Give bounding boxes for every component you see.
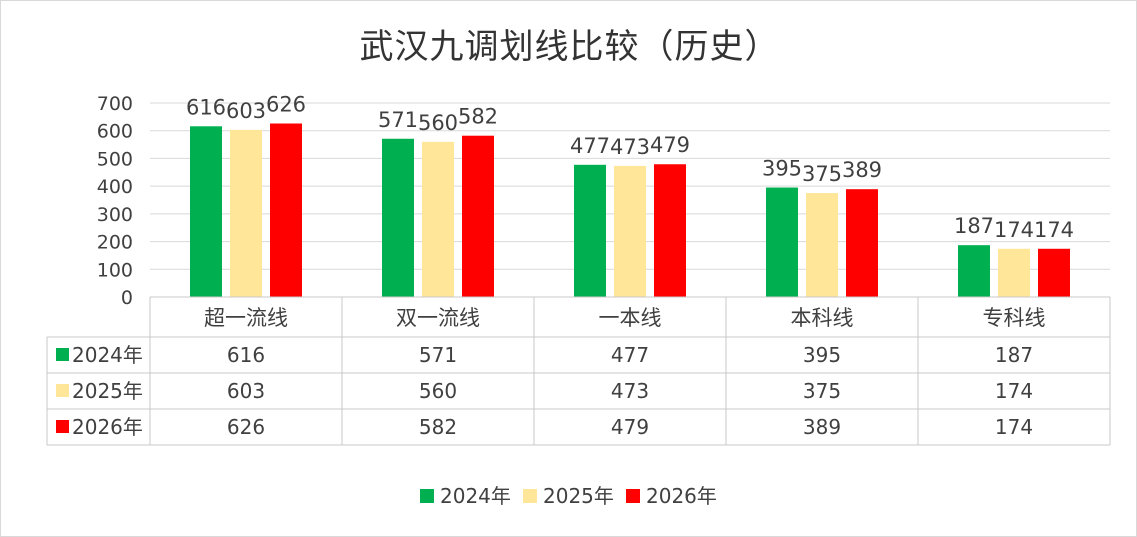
table-cell: 479 bbox=[611, 415, 649, 439]
y-tick-label: 200 bbox=[97, 232, 133, 254]
chart-title: 武汉九调划线比较（历史） bbox=[359, 27, 780, 67]
category-label: 超一流线 bbox=[204, 306, 288, 330]
table-cell: 187 bbox=[995, 343, 1033, 367]
data-label: 389 bbox=[842, 158, 882, 182]
category-label: 本科线 bbox=[791, 306, 854, 330]
legend-entry: 2025年 bbox=[543, 484, 614, 508]
data-label: 560 bbox=[418, 111, 458, 135]
data-label: 187 bbox=[954, 214, 994, 238]
data-label: 616 bbox=[186, 95, 226, 119]
data-label: 603 bbox=[226, 99, 266, 123]
table-series-name: 2026年 bbox=[72, 415, 143, 439]
bar bbox=[806, 193, 838, 297]
bar bbox=[574, 164, 606, 297]
table-cell: 473 bbox=[611, 379, 649, 403]
table-series-name: 2024年 bbox=[72, 343, 143, 367]
legend-key bbox=[420, 489, 434, 503]
table-cell: 174 bbox=[995, 379, 1033, 403]
legend-key bbox=[626, 489, 640, 503]
bar bbox=[230, 129, 262, 297]
data-label: 395 bbox=[762, 157, 802, 181]
y-tick-label: 400 bbox=[97, 176, 133, 198]
bar bbox=[958, 245, 990, 297]
data-label: 479 bbox=[650, 133, 690, 157]
y-tick-label: 500 bbox=[97, 148, 133, 170]
table-cell: 582 bbox=[419, 415, 457, 439]
data-label: 174 bbox=[994, 218, 1034, 242]
data-label: 626 bbox=[266, 93, 306, 117]
table-cell: 560 bbox=[419, 379, 457, 403]
data-label: 582 bbox=[458, 105, 498, 129]
bar bbox=[614, 165, 646, 297]
bar bbox=[422, 141, 454, 297]
table-cell: 389 bbox=[803, 415, 841, 439]
table-legend-key bbox=[56, 420, 69, 433]
bar bbox=[766, 187, 798, 297]
category-label: 双一流线 bbox=[396, 306, 480, 330]
bar bbox=[462, 135, 494, 297]
table-cell: 477 bbox=[611, 343, 649, 367]
table-cell: 616 bbox=[227, 343, 265, 367]
category-label: 专科线 bbox=[983, 306, 1046, 330]
category-label: 一本线 bbox=[599, 306, 662, 330]
bar bbox=[654, 164, 686, 297]
y-tick-label: 700 bbox=[97, 93, 133, 115]
table-series-name: 2025年 bbox=[72, 379, 143, 403]
y-tick-label: 0 bbox=[121, 287, 133, 309]
data-label: 477 bbox=[570, 134, 610, 158]
y-tick-label: 300 bbox=[97, 204, 133, 226]
table-cell: 174 bbox=[995, 415, 1033, 439]
legend-key bbox=[523, 489, 537, 503]
table-cell: 571 bbox=[419, 343, 457, 367]
data-label: 571 bbox=[378, 108, 418, 132]
bar bbox=[190, 126, 222, 297]
bar bbox=[382, 138, 414, 297]
data-label: 174 bbox=[1034, 218, 1074, 242]
y-tick-label: 100 bbox=[97, 259, 133, 281]
table-cell: 626 bbox=[227, 415, 265, 439]
bar bbox=[1038, 248, 1070, 297]
table-cell: 603 bbox=[227, 379, 265, 403]
data-label: 473 bbox=[610, 135, 650, 159]
table-cell: 375 bbox=[803, 379, 841, 403]
bar bbox=[998, 248, 1030, 297]
bar bbox=[846, 189, 878, 297]
table-legend-key bbox=[56, 348, 69, 361]
table-legend-key bbox=[56, 384, 69, 397]
legend-entry: 2026年 bbox=[646, 484, 717, 508]
data-label: 375 bbox=[802, 162, 842, 186]
bar bbox=[270, 123, 302, 297]
y-tick-label: 600 bbox=[97, 121, 133, 143]
legend-entry: 2024年 bbox=[440, 484, 511, 508]
table-cell: 395 bbox=[803, 343, 841, 367]
